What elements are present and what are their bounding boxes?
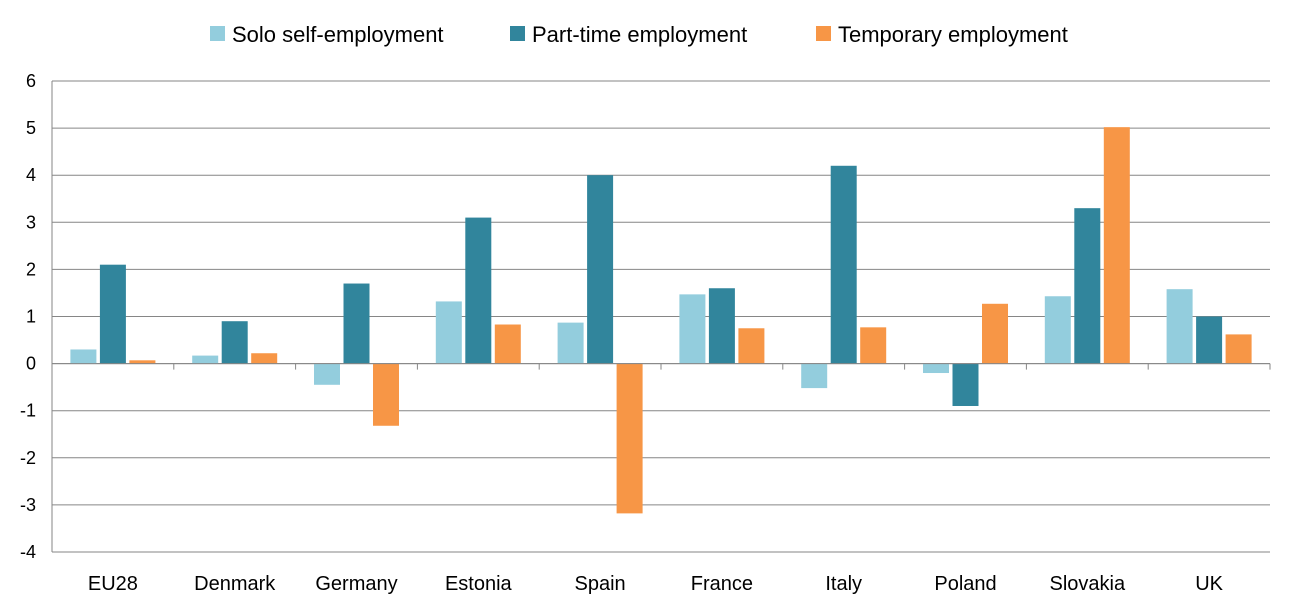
bar-eu28-solo-self-employment bbox=[70, 349, 97, 364]
y-tick-label: 4 bbox=[26, 165, 36, 185]
bar-germany-part-time-employment bbox=[343, 283, 370, 364]
bar-eu28-part-time-employment bbox=[99, 264, 126, 364]
legend-swatch-part-time-employment bbox=[510, 26, 525, 41]
bar-slovakia-solo-self-employment bbox=[1044, 296, 1071, 364]
category-label-poland: Poland bbox=[934, 573, 996, 595]
category-label-eu28: EU28 bbox=[88, 573, 138, 595]
y-tick-label: -2 bbox=[20, 448, 36, 468]
y-tick-label: -1 bbox=[20, 401, 36, 421]
gridlines bbox=[51, 80, 1270, 553]
x-axis-labels: EU28 Denmark Germany Estonia Spain France Ital… bbox=[88, 573, 1224, 595]
x-axis-category-ticks bbox=[51, 363, 1271, 370]
category-label-germany: Germany bbox=[315, 573, 397, 595]
bar-uk-part-time-employment bbox=[1196, 316, 1223, 364]
bar-italy-solo-self-employment bbox=[801, 363, 828, 389]
bar-france-temporary-employment bbox=[738, 328, 765, 364]
y-tick-label: -4 bbox=[20, 542, 36, 562]
bar-denmark-part-time-employment bbox=[221, 321, 248, 364]
legend-label-solo-self-employment: Solo self-employment bbox=[232, 22, 444, 47]
category-label-slovakia: Slovakia bbox=[1049, 573, 1125, 595]
y-axis-ticks: 6 5 4 3 2 1 0 -1 -2 -3 -4 bbox=[20, 71, 36, 562]
legend-swatch-temporary-employment bbox=[816, 26, 831, 41]
bar-estonia-solo-self-employment bbox=[435, 301, 462, 364]
legend-label-part-time-employment: Part-time employment bbox=[532, 22, 747, 47]
bar-italy-part-time-employment bbox=[830, 165, 857, 364]
bars bbox=[70, 127, 1252, 514]
y-tick-label: 1 bbox=[26, 307, 36, 327]
bar-poland-solo-self-employment bbox=[923, 363, 949, 374]
bar-denmark-solo-self-employment bbox=[192, 355, 219, 364]
category-label-estonia: Estonia bbox=[445, 573, 513, 595]
bar-italy-temporary-employment bbox=[860, 327, 887, 364]
legend: Solo self-employment Part-time employment… bbox=[210, 22, 1068, 47]
bar-uk-solo-self-employment bbox=[1166, 289, 1193, 364]
bar-denmark-temporary-employment bbox=[251, 353, 278, 364]
category-label-italy: Italy bbox=[825, 573, 862, 595]
bar-slovakia-temporary-employment bbox=[1103, 127, 1130, 364]
bar-spain-solo-self-employment bbox=[557, 322, 584, 364]
bar-uk-temporary-employment bbox=[1225, 334, 1252, 364]
bar-poland-part-time-employment bbox=[952, 363, 979, 406]
legend-swatch-solo-self-employment bbox=[210, 26, 225, 41]
category-label-denmark: Denmark bbox=[194, 573, 276, 595]
bar-germany-solo-self-employment bbox=[314, 363, 340, 385]
legend-label-temporary-employment: Temporary employment bbox=[838, 22, 1068, 47]
bar-spain-part-time-employment bbox=[587, 175, 614, 364]
bar-germany-temporary-employment bbox=[373, 363, 399, 426]
category-label-uk: UK bbox=[1195, 573, 1223, 595]
bar-spain-temporary-employment bbox=[616, 363, 643, 514]
bar-france-part-time-employment bbox=[708, 288, 735, 364]
y-tick-label: -3 bbox=[20, 495, 36, 515]
category-label-spain: Spain bbox=[575, 573, 626, 595]
y-tick-label: 6 bbox=[26, 71, 36, 91]
category-label-france: France bbox=[691, 573, 753, 595]
bar-slovakia-part-time-employment bbox=[1074, 208, 1101, 364]
bar-estonia-part-time-employment bbox=[465, 217, 492, 364]
y-tick-label: 0 bbox=[26, 354, 36, 374]
bar-estonia-temporary-employment bbox=[494, 324, 521, 364]
y-tick-label: 2 bbox=[26, 259, 36, 279]
y-tick-label: 5 bbox=[26, 118, 36, 138]
y-tick-label: 3 bbox=[26, 212, 36, 232]
bar-poland-temporary-employment bbox=[982, 303, 1008, 364]
bar-france-solo-self-employment bbox=[679, 294, 706, 364]
bar-eu28-temporary-employment bbox=[129, 360, 156, 364]
